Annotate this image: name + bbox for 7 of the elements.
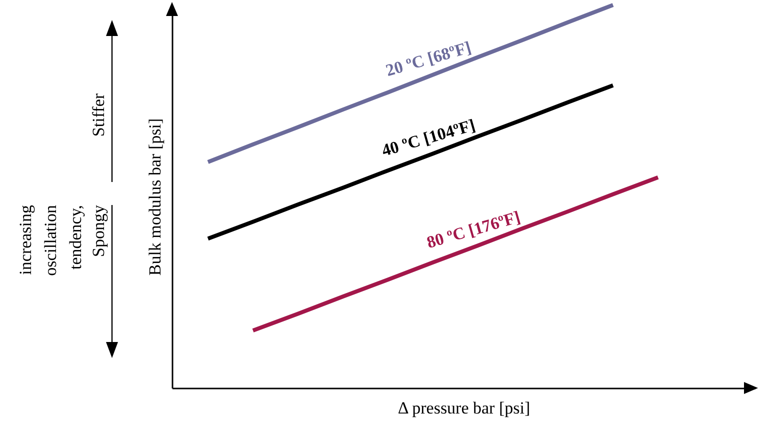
text: Stiffer — [89, 93, 108, 137]
text: increasing oscillation tendency, Spongy — [16, 204, 108, 276]
text: 20 ºC [68ºF] — [384, 38, 474, 80]
text: 80 ºC [176ºF] — [424, 207, 522, 252]
text: 40 ºC [104ºF] — [380, 115, 478, 160]
x-axis-title: Δ pressure bar [psi] — [398, 398, 530, 418]
y-axis-title: Bulk modulus bar [psi] — [146, 118, 164, 276]
